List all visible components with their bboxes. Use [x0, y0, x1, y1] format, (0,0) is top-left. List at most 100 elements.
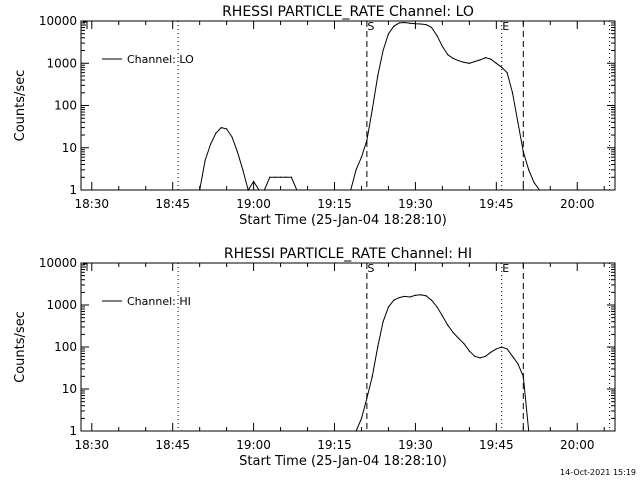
data-point: [420, 23, 422, 25]
data-point: [409, 296, 411, 298]
data-point: [463, 61, 465, 63]
y-tick-label: 1000: [46, 56, 77, 70]
corner-flag-icon: [83, 21, 88, 29]
data-point: [414, 294, 417, 296]
data-point: [490, 58, 492, 60]
data-point: [409, 22, 411, 24]
data-point: [279, 176, 282, 178]
data-point: [404, 21, 406, 24]
y-tick-label: 10000: [39, 256, 77, 270]
data-point: [360, 156, 363, 158]
data-point: [404, 295, 406, 298]
data-point: [371, 108, 373, 111]
lo-channel-panel: RHESSI PARTICLE_RATE Channel: LO 18:30 18:…: [13, 4, 616, 228]
corner-flag-icon: [83, 263, 88, 271]
flag-label: E: [502, 20, 509, 33]
x-tick-label: 19:00: [236, 438, 271, 452]
series-line-0: [199, 21, 540, 192]
y-tick-label: 1: [69, 183, 77, 197]
x-axis-label: Start Time (25-Jan-04 18:28:10): [239, 213, 447, 228]
data-point: [301, 189, 303, 191]
y-axis-label: Counts/sec: [13, 311, 28, 383]
flag-label: S: [367, 262, 374, 275]
data-point: [501, 346, 503, 348]
x-tick-label: 18:30: [74, 438, 109, 452]
y-tick-label: 1000: [46, 298, 77, 312]
data-point: [511, 92, 514, 94]
data-point: [452, 332, 454, 334]
data-point: [414, 23, 417, 25]
data-point: [366, 397, 368, 399]
x-tick-label: 20:00: [560, 438, 595, 452]
data-point: [431, 299, 433, 301]
data-point: [387, 306, 390, 308]
x-tick-label: 19:15: [317, 197, 352, 211]
x-tick-label: 19:45: [479, 438, 514, 452]
x-tick-label: 19:30: [398, 197, 433, 211]
data-point: [350, 189, 352, 191]
data-point: [366, 139, 368, 141]
data-point: [490, 351, 492, 353]
data-point: [517, 363, 519, 365]
data-point: [522, 375, 524, 377]
data-point: [468, 62, 470, 64]
series-line-0: [355, 294, 530, 432]
data-point: [474, 355, 476, 357]
data-point: [258, 189, 260, 191]
data-point: [528, 169, 530, 171]
data-point: [236, 151, 239, 153]
y-tick-label: 10000: [39, 14, 77, 28]
timestamp-label: 14-Oct-2021 15:19: [560, 468, 636, 477]
y-tick-label: 10: [62, 382, 77, 396]
data-point: [393, 299, 395, 301]
y-axis-label: Counts/sec: [13, 70, 28, 142]
data-point: [355, 169, 357, 171]
data-point: [377, 346, 379, 348]
x-axis-label: Start Time (25-Jan-04 18:28:10): [239, 454, 447, 469]
data-point: [441, 315, 443, 317]
data-point: [495, 62, 497, 64]
flag-label: E: [502, 262, 509, 275]
data-point: [382, 49, 384, 52]
x-tick-label: 19:30: [398, 438, 433, 452]
data-point: [452, 57, 454, 60]
data-point: [517, 121, 519, 123]
x-tick-label: 20:00: [560, 197, 595, 211]
x-tick-label: 18:30: [74, 197, 109, 211]
data-point: [506, 348, 508, 350]
data-point: [269, 176, 271, 178]
data-point: [441, 45, 443, 48]
data-point: [457, 60, 460, 62]
chart-title: RHESSI PARTICLE_RATE Channel: HI: [224, 246, 472, 262]
y-tick-label: 100: [54, 340, 77, 354]
data-point: [382, 321, 384, 323]
data-point: [393, 25, 395, 27]
data-point: [220, 126, 222, 129]
data-point: [506, 72, 508, 74]
x-tick-label: 18:45: [155, 438, 190, 452]
data-point: [360, 417, 363, 419]
x-tick-label: 18:45: [155, 197, 190, 211]
data-point: [199, 189, 201, 191]
data-point: [511, 355, 514, 357]
data-point: [468, 350, 470, 352]
data-point: [274, 176, 276, 178]
data-point: [253, 180, 255, 182]
data-point: [226, 128, 228, 130]
data-point: [425, 24, 427, 26]
data-point: [387, 33, 390, 35]
data-point: [215, 132, 217, 134]
data-point: [484, 355, 487, 357]
data-point: [231, 136, 233, 138]
chart-title: RHESSI PARTICLE_RATE Channel: LO: [222, 4, 474, 20]
data-point: [528, 430, 530, 432]
data-point: [285, 176, 287, 178]
data-point: [398, 22, 400, 24]
data-point: [204, 159, 206, 162]
data-point: [436, 35, 438, 37]
data-point: [296, 189, 298, 191]
data-point: [371, 375, 373, 377]
data-point: [247, 189, 249, 191]
data-point: [425, 295, 427, 297]
